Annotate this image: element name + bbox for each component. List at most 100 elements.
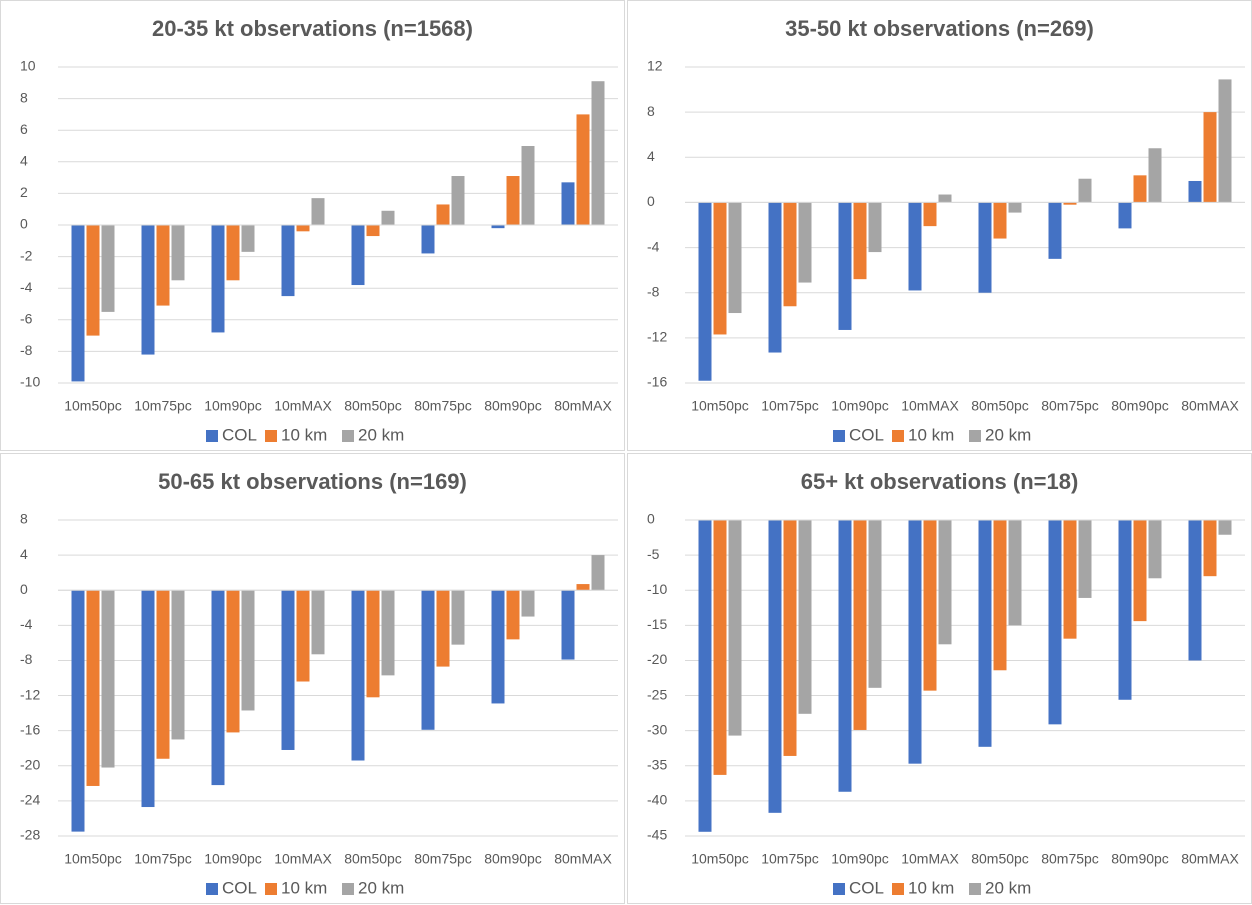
y-tick-label: 6	[20, 121, 28, 137]
bar	[868, 202, 882, 253]
y-tick-label: -2	[20, 247, 33, 263]
bar	[993, 520, 1007, 671]
bar	[728, 520, 742, 736]
chart: 35-50 kt observations (n=269) -16 -12 -8 -4 0…	[627, 0, 1252, 451]
bar	[101, 225, 115, 312]
y-tick-label: -24	[20, 792, 40, 808]
y-tick-label: -25	[647, 686, 667, 702]
bar	[506, 176, 520, 225]
bar	[1148, 520, 1162, 579]
bar	[241, 225, 255, 252]
bar	[908, 520, 922, 764]
bar	[783, 520, 797, 756]
bar	[1148, 148, 1162, 203]
bar	[281, 225, 295, 297]
y-tick-label: -16	[647, 374, 667, 390]
legend-label: 20 km	[358, 425, 404, 444]
y-tick-label: -16	[20, 721, 40, 737]
x-tick-label: 80mMAX	[554, 398, 612, 414]
y-tick-label: 2	[20, 184, 28, 200]
x-tick-label: 10m90pc	[831, 851, 889, 867]
y-tick-label: -15	[647, 616, 667, 632]
bar	[86, 590, 100, 786]
bar	[1218, 520, 1232, 535]
bar	[923, 520, 937, 691]
legend-swatch	[833, 883, 845, 895]
bar	[296, 225, 310, 232]
legend-label: 20 km	[358, 878, 404, 897]
bar	[993, 202, 1007, 239]
x-tick-label: 80m90pc	[1111, 851, 1169, 867]
x-tick-label: 10m50pc	[691, 398, 749, 414]
bar	[1048, 202, 1062, 259]
bar	[768, 202, 782, 353]
y-tick-label: 8	[20, 511, 28, 527]
x-tick-label: 10m50pc	[64, 398, 122, 414]
y-tick-label: 0	[647, 193, 655, 209]
bar	[421, 225, 435, 254]
x-tick-label: 80m75pc	[414, 851, 472, 867]
x-tick-label: 10mMAX	[274, 851, 332, 867]
y-tick-label: 4	[20, 546, 28, 562]
y-tick-label: -12	[20, 686, 40, 702]
bar	[838, 202, 852, 330]
legend-swatch	[969, 430, 981, 442]
bar	[141, 590, 155, 808]
bar	[281, 590, 295, 750]
x-tick-label: 80mMAX	[1181, 851, 1239, 867]
bar	[698, 520, 712, 832]
chart-title: 65+ kt observations (n=18)	[801, 469, 1079, 494]
legend-label: 10 km	[908, 425, 954, 444]
x-tick-label: 10mMAX	[274, 398, 332, 414]
bar	[1008, 202, 1022, 213]
y-tick-label: -20	[647, 651, 667, 667]
bar	[101, 590, 115, 768]
bar	[1203, 520, 1217, 577]
x-tick-label: 80m75pc	[414, 398, 472, 414]
bar	[491, 225, 505, 229]
x-tick-label: 10m75pc	[761, 851, 819, 867]
bar	[521, 146, 535, 225]
bar	[1203, 112, 1217, 203]
bar	[491, 590, 505, 704]
x-tick-label: 10m50pc	[64, 851, 122, 867]
bar	[226, 590, 240, 733]
bar	[1078, 520, 1092, 598]
x-tick-label: 80m50pc	[971, 851, 1029, 867]
bar	[1188, 180, 1202, 203]
bar	[1188, 520, 1202, 661]
bar	[1078, 178, 1092, 203]
bar	[591, 81, 605, 225]
bar	[591, 555, 605, 591]
legend-label: COL	[222, 878, 257, 897]
bar	[521, 590, 535, 617]
bar	[1008, 520, 1022, 626]
bar	[381, 210, 395, 225]
x-tick-label: 10m75pc	[761, 398, 819, 414]
y-tick-label: -4	[647, 238, 660, 254]
y-tick-label: 0	[647, 511, 655, 527]
bar	[296, 590, 310, 682]
legend-swatch	[206, 883, 218, 895]
bar	[783, 202, 797, 307]
x-tick-label: 10m90pc	[204, 851, 262, 867]
y-tick-label: -45	[647, 827, 667, 843]
y-tick-label: 4	[647, 148, 655, 164]
chart-title: 50-65 kt observations (n=169)	[158, 469, 467, 494]
bar	[171, 225, 185, 281]
bar	[868, 520, 882, 688]
bar	[351, 225, 365, 286]
bar	[71, 590, 85, 832]
bar	[451, 590, 465, 645]
bar	[1063, 520, 1077, 639]
y-tick-label: 0	[20, 581, 28, 597]
y-tick-label: 4	[20, 153, 28, 169]
bar	[156, 590, 170, 759]
y-tick-label: -20	[20, 756, 40, 772]
bar	[171, 590, 185, 740]
x-tick-label: 10m90pc	[204, 398, 262, 414]
x-tick-label: 80m50pc	[971, 398, 1029, 414]
bar	[241, 590, 255, 711]
y-tick-label: -8	[647, 283, 660, 299]
y-tick-label: -28	[20, 827, 40, 843]
